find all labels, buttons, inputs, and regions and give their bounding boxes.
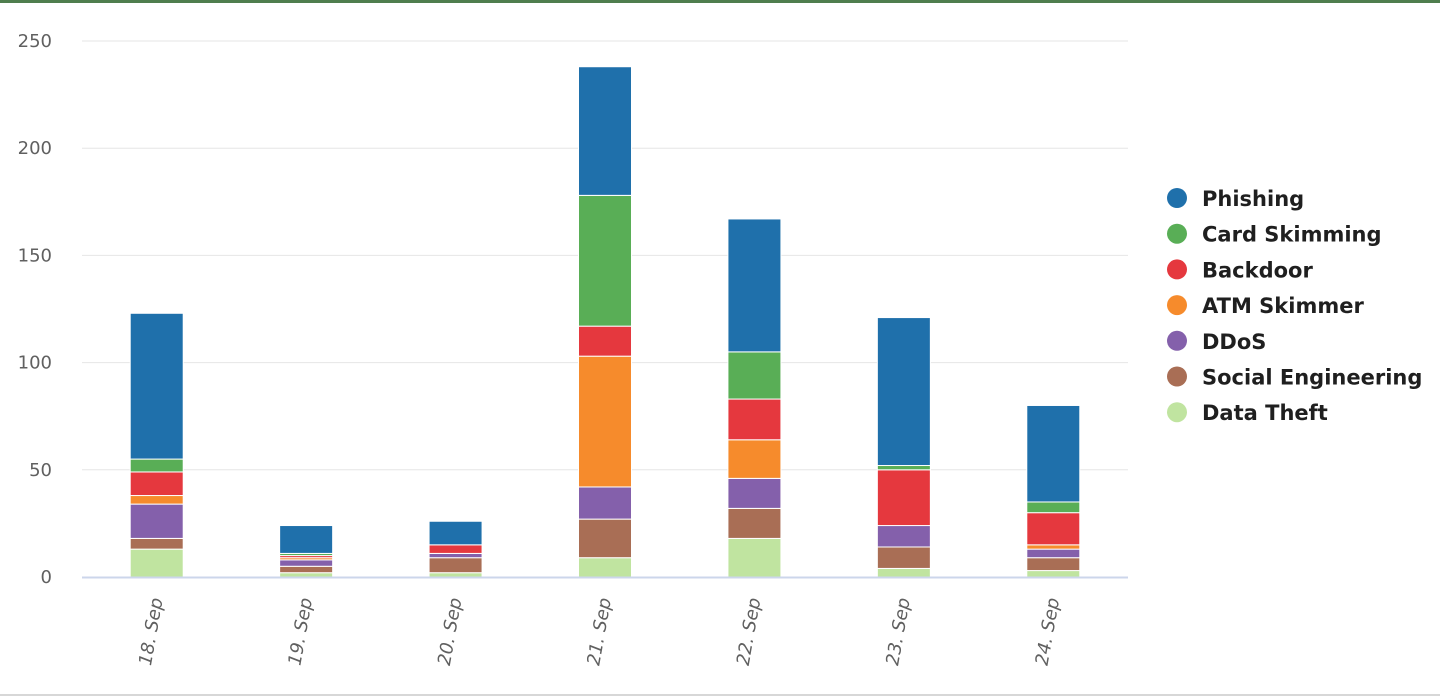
bar-segment-ddos[interactable] [727, 477, 782, 509]
bar-segment-card-skimming[interactable] [129, 458, 184, 473]
bar-segment-data-theft[interactable] [428, 572, 483, 578]
legend-label: DDoS [1202, 330, 1266, 354]
legend-label: Backdoor [1202, 258, 1313, 282]
y-tick-label: 200 [18, 138, 52, 159]
legend-marker [1167, 188, 1187, 208]
bar-segment-data-theft[interactable] [876, 567, 931, 578]
bar-segment-data-theft[interactable] [129, 548, 184, 578]
x-tick-label: 22. Sep [733, 596, 766, 667]
bar-stack-24-sep [1026, 404, 1081, 578]
bar-segment-backdoor[interactable] [727, 398, 782, 441]
bar-segment-atm-skimmer[interactable] [727, 439, 782, 479]
legend-marker [1167, 366, 1187, 387]
legend-item-phishing[interactable]: Phishing [1167, 187, 1304, 211]
bar-segment-backdoor[interactable] [876, 469, 931, 527]
legend-label: Data Theft [1202, 401, 1328, 425]
bar-segment-card-skimming[interactable] [1026, 501, 1081, 514]
legend-label: ATM Skimmer [1202, 294, 1364, 318]
bar-segment-data-theft[interactable] [1026, 570, 1081, 578]
legend-item-ddos[interactable]: DDoS [1167, 330, 1266, 354]
y-tick-label: 100 [18, 353, 52, 374]
stacked-bar-chart: 0 50 100 150 200 250 18. Sep 19. Sep 20. Sep 21.… [18, 31, 1423, 667]
bar-segment-phishing[interactable] [727, 218, 782, 353]
bar-segment-social-engineering[interactable] [578, 518, 632, 559]
bar-stack-23-sep [876, 317, 931, 578]
y-axis-tick-labels: 0 50 100 150 200 250 [18, 31, 52, 588]
bar-segment-phishing[interactable] [279, 525, 334, 554]
bar-segment-card-skimming[interactable] [578, 194, 632, 327]
legend-item-card-skimming[interactable]: Card Skimming [1167, 223, 1382, 247]
legend-item-data-theft[interactable]: Data Theft [1167, 401, 1328, 425]
bar-segment-social-engineering[interactable] [876, 546, 931, 569]
bar-segment-phishing[interactable] [876, 317, 931, 467]
bar-stack-20-sep [428, 520, 483, 578]
bars [129, 66, 1081, 578]
bar-stack-18-sep [129, 312, 184, 578]
bar-segment-ddos[interactable] [279, 559, 334, 567]
bar-stack-19-sep [279, 525, 334, 578]
bar-segment-atm-skimmer[interactable] [578, 355, 632, 488]
bar-segment-data-theft[interactable] [578, 557, 632, 578]
legend-label: Social Engineering [1202, 366, 1422, 390]
x-tick-label: 18. Sep [135, 596, 168, 667]
bar-segment-ddos[interactable] [1026, 548, 1081, 559]
legend-marker [1167, 223, 1187, 244]
bar-segment-social-engineering[interactable] [279, 565, 334, 574]
bar-segment-social-engineering[interactable] [129, 537, 184, 550]
legend-label: Card Skimming [1202, 223, 1382, 247]
y-tick-label: 0 [41, 567, 52, 588]
legend-marker [1167, 402, 1187, 423]
bar-segment-backdoor[interactable] [1026, 512, 1081, 546]
bar-segment-ddos[interactable] [428, 552, 483, 559]
legend-item-social-engineering[interactable]: Social Engineering [1167, 366, 1422, 390]
bar-stack-21-sep [578, 66, 632, 578]
bar-segment-social-engineering[interactable] [1026, 557, 1081, 572]
bar-segment-atm-skimmer[interactable] [1026, 544, 1081, 550]
bar-segment-backdoor[interactable] [428, 544, 483, 554]
bar-segment-atm-skimmer[interactable] [129, 495, 184, 505]
x-tick-label: 19. Sep [285, 596, 318, 667]
legend-marker [1167, 259, 1187, 280]
bar-segment-ddos[interactable] [129, 503, 184, 539]
x-tick-label: 24. Sep [1032, 596, 1065, 667]
legend-marker [1167, 330, 1187, 351]
bar-segment-ddos[interactable] [578, 486, 632, 520]
legend: Phishing Card Skimming Backdoor ATM Skimmer… [1167, 187, 1422, 425]
bar-segment-phishing[interactable] [1026, 404, 1081, 503]
bar-segment-backdoor[interactable] [578, 325, 632, 357]
x-tick-label: 23. Sep [882, 596, 915, 667]
legend-item-backdoor[interactable]: Backdoor [1167, 258, 1313, 282]
bar-segment-social-engineering[interactable] [727, 507, 782, 539]
y-tick-label: 250 [18, 31, 52, 52]
bar-segment-card-skimming[interactable] [876, 465, 931, 471]
y-tick-label: 50 [29, 460, 52, 481]
y-tick-label: 150 [18, 245, 52, 266]
bar-segment-backdoor[interactable] [129, 471, 184, 497]
bar-segment-card-skimming[interactable] [727, 351, 782, 400]
legend-marker [1167, 295, 1187, 316]
legend-item-atm-skimmer[interactable]: ATM Skimmer [1167, 294, 1364, 318]
legend-label: Phishing [1202, 187, 1304, 211]
bar-segment-phishing[interactable] [578, 66, 632, 196]
bar-segment-social-engineering[interactable] [428, 557, 483, 574]
x-tick-label: 20. Sep [434, 596, 467, 667]
bar-stack-22-sep [727, 218, 782, 578]
bar-segment-phishing[interactable] [129, 312, 184, 460]
bar-segment-data-theft[interactable] [727, 537, 782, 578]
bar-segment-phishing[interactable] [428, 520, 483, 546]
bar-segment-ddos[interactable] [876, 525, 931, 548]
bar-segment-data-theft[interactable] [279, 572, 334, 578]
x-tick-label: 21. Sep [583, 596, 616, 667]
x-axis-tick-labels: 18. Sep 19. Sep 20. Sep 21. Sep 22. Sep 23. S… [135, 596, 1064, 667]
